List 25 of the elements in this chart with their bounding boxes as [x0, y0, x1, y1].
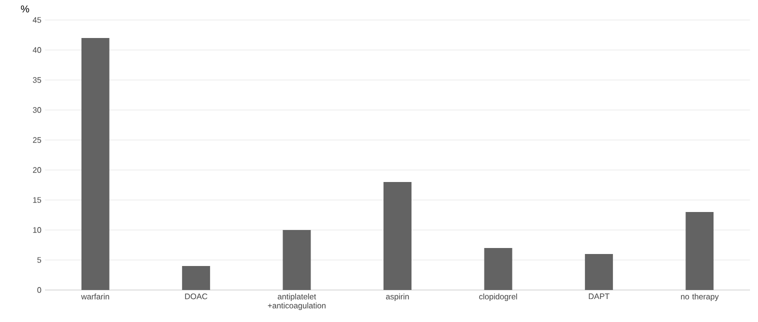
y-tick-label: 0: [37, 287, 42, 293]
bar: [484, 248, 512, 290]
x-tick-label: antiplatelet +anticoagulation: [268, 294, 326, 310]
x-tick-label: clopidogrel: [479, 294, 518, 301]
y-axis-title: %: [20, 5, 30, 12]
x-tick-label: warfarin: [81, 294, 110, 300]
x-tick-label: DOAC: [185, 294, 208, 300]
x-tick-label: aspirin: [386, 294, 409, 301]
bar: [384, 182, 412, 290]
bar: [81, 38, 110, 290]
bar: [182, 266, 210, 290]
y-tick-label: 40: [32, 47, 42, 53]
y-tick-label: 45: [32, 17, 42, 23]
bar: [686, 212, 714, 290]
y-tick-label: 30: [32, 107, 42, 113]
y-tick-label: 25: [32, 137, 42, 143]
y-tick-label: 15: [33, 197, 42, 203]
y-tick-label: 5: [37, 257, 42, 263]
bar: [282, 230, 311, 290]
x-tick-label: no therapy: [681, 294, 719, 301]
y-tick-label: 35: [32, 77, 42, 83]
x-tick-label: DAPT: [588, 294, 610, 300]
y-tick-label: 20: [32, 167, 42, 173]
y-tick-label: 10: [33, 227, 42, 233]
bar: [584, 254, 613, 290]
